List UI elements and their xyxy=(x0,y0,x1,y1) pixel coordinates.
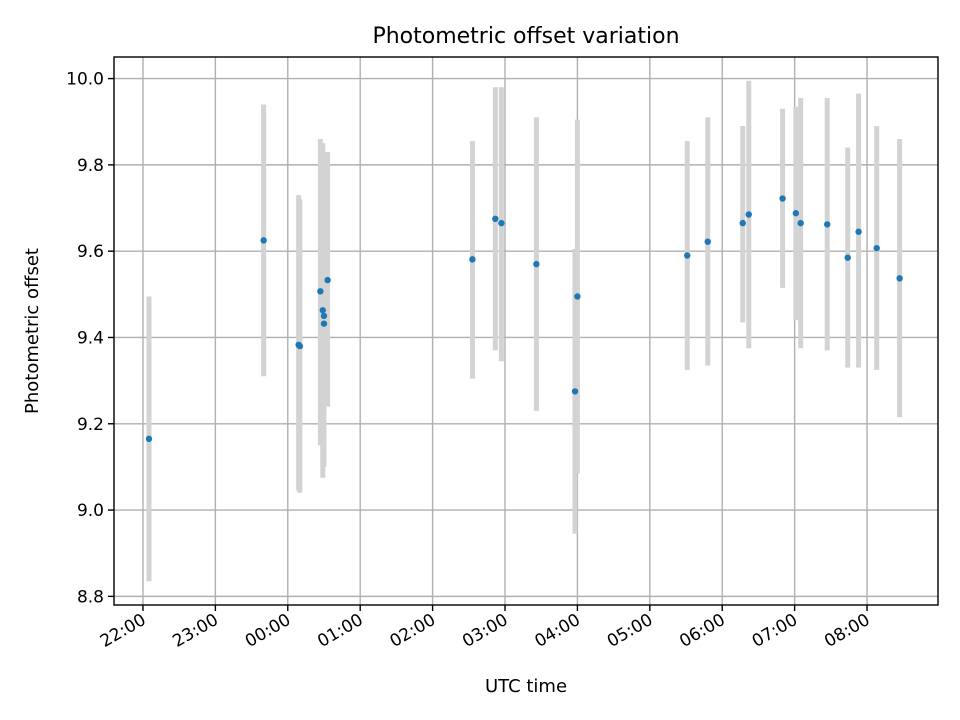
data-point xyxy=(574,293,581,300)
data-point xyxy=(260,237,267,244)
y-tick-label: 9.6 xyxy=(77,242,104,262)
data-point xyxy=(873,244,880,252)
data-point xyxy=(739,219,746,227)
y-tick-label: 9.8 xyxy=(77,156,104,176)
data-point xyxy=(704,238,711,245)
plot-frame xyxy=(113,56,939,606)
data-point xyxy=(684,252,691,259)
grid-lines xyxy=(114,57,938,605)
y-tick-label: 10.0 xyxy=(66,70,104,90)
y-tick-label: 9.2 xyxy=(77,415,104,435)
data-point xyxy=(492,215,499,223)
data-point xyxy=(779,195,786,202)
data-point xyxy=(797,219,804,227)
y-tick-label: 9.0 xyxy=(77,501,104,521)
x-axis-label: UTC time xyxy=(485,676,567,697)
data-point xyxy=(533,260,540,268)
data-point xyxy=(896,275,903,282)
data-point xyxy=(320,312,328,320)
data-point xyxy=(571,388,579,395)
y-tick-label: 8.8 xyxy=(77,587,104,607)
data-point xyxy=(145,435,153,443)
data-point xyxy=(824,221,831,228)
y-tick-label: 9.4 xyxy=(77,328,104,348)
data-point xyxy=(317,288,324,295)
data-point xyxy=(324,276,331,284)
y-axis-ticks: 8.8 9.0 9.2 9.4 9.6 9.8 10.0 xyxy=(66,70,114,607)
chart-title: Photometric offset variation xyxy=(372,24,679,49)
data-point xyxy=(745,211,752,218)
data-points xyxy=(145,195,903,443)
y-axis-label: Photometric offset xyxy=(22,248,43,414)
data-point xyxy=(855,228,862,235)
data-point xyxy=(792,210,800,217)
data-point xyxy=(498,219,505,227)
data-point xyxy=(296,342,304,350)
data-point xyxy=(844,254,851,261)
data-point xyxy=(319,307,326,314)
data-point xyxy=(320,320,328,327)
data-point xyxy=(469,256,476,263)
